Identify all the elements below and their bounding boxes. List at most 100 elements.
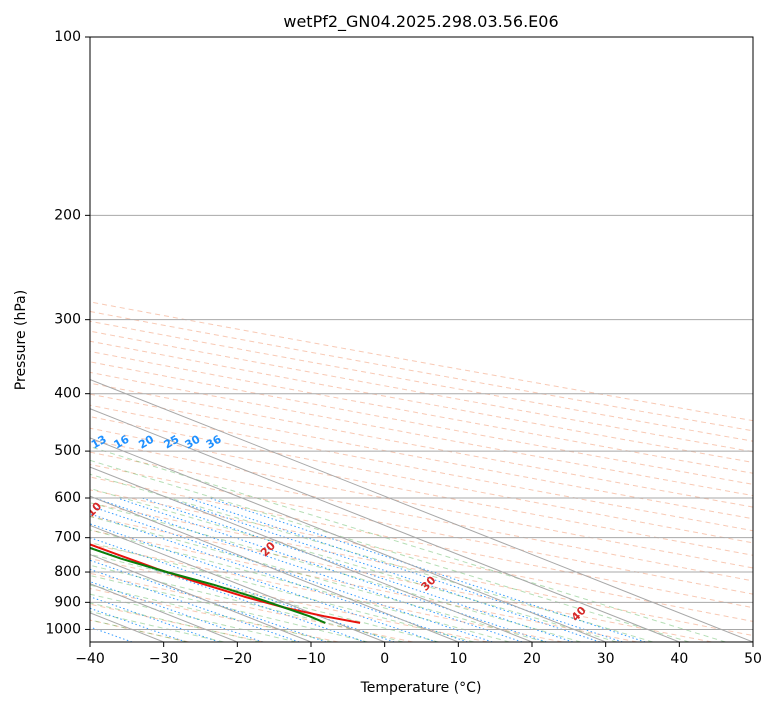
dry-adiabat-line (90, 361, 753, 485)
x-tick-label: −20 (223, 651, 253, 667)
moist-adiabat-label: 10 (84, 499, 104, 519)
moist-adiabat-line (90, 446, 726, 642)
y-tick-label: 100 (54, 29, 81, 45)
chart-title: wetPf2_GN04.2025.298.03.56.E06 (283, 12, 558, 32)
mixing-ratio-label: 16 (112, 432, 132, 451)
dry-adiabat-line (90, 416, 753, 544)
plot-frame (89, 36, 754, 643)
dry-adiabats (90, 301, 753, 642)
x-tick-label: −10 (296, 651, 326, 667)
mixing-ratio-label: 13 (89, 433, 109, 452)
dry-adiabat-line (90, 301, 753, 422)
mixing-ratio-line (90, 607, 186, 642)
x-tick-label: 10 (449, 651, 467, 667)
mixing-ratio-label: 8 (41, 435, 54, 450)
mixing-ratio-line (188, 497, 623, 642)
moist-adiabat-line (90, 473, 654, 642)
x-tick-label: −30 (149, 651, 179, 667)
dry-adiabat-line (90, 463, 753, 595)
moist-adiabat-line (90, 584, 333, 642)
isotherm-line (90, 408, 680, 642)
dry-adiabat-line (90, 382, 753, 508)
isotherm-line (90, 466, 533, 642)
moist-adiabat-line (90, 487, 617, 642)
y-tick-label: 900 (54, 594, 81, 610)
y-tick-label: 300 (54, 312, 81, 328)
x-tick-label: 50 (744, 651, 762, 667)
y-tick-label: 600 (54, 490, 81, 506)
moist-adiabat-line (90, 515, 546, 642)
isobar-gridlines (90, 37, 753, 630)
mixing-ratio-line (209, 497, 646, 642)
y-tick-label: 200 (54, 207, 81, 223)
x-tick-label: 30 (597, 651, 615, 667)
dry-adiabat-line (90, 476, 753, 609)
reference-line-labels: -100-90-80-70-60-50-40-30-20-10010203040… (12, 432, 589, 624)
y-axis-ticks: 100 200 300 400 500 600 700 800 900 1000 (45, 29, 90, 637)
y-tick-label: 400 (54, 386, 81, 402)
mixing-ratio-label: 6 (12, 434, 25, 449)
y-tick-label: 800 (54, 564, 81, 580)
dry-adiabat-line (90, 320, 753, 442)
x-tick-label: 0 (380, 651, 389, 667)
x-axis-ticks: −40 −30 −20 −10 0 10 20 30 40 50 (75, 642, 762, 667)
dry-adiabat-line (90, 588, 339, 642)
mixing-ratio-line (117, 497, 547, 642)
y-tick-label: 1000 (45, 621, 81, 637)
mixing-ratio-label: 36 (204, 432, 224, 451)
isotherm-line (90, 524, 385, 642)
dry-adiabat-line (90, 543, 563, 642)
x-tick-label: 20 (523, 651, 541, 667)
moist-adiabat-line (90, 553, 439, 642)
dry-adiabat-line (90, 427, 753, 556)
isotherm-lines (90, 379, 753, 642)
dry-adiabat-line (90, 340, 753, 463)
sounding-series (90, 543, 361, 624)
mixing-ratio-label: 20 (136, 432, 156, 451)
dry-adiabat-line (90, 489, 753, 622)
moist-adiabat-line (90, 564, 404, 642)
mixing-ratio-label: 25 (162, 433, 182, 452)
dry-adiabat-line (90, 572, 414, 642)
isotherm-line (90, 495, 459, 642)
isotherm-line (90, 379, 753, 642)
x-axis-label: Temperature (°C) (360, 680, 482, 696)
dry-adiabat-line (90, 371, 753, 497)
moist-adiabat-line (90, 502, 581, 642)
mixing-ratio-line (167, 497, 601, 642)
dry-adiabat-line (90, 529, 638, 642)
x-tick-label: −40 (75, 651, 105, 667)
x-tick-label: 40 (670, 651, 688, 667)
dry-adiabat-line (90, 330, 753, 453)
dry-adiabat-line (90, 439, 753, 569)
moist-adiabat-line (90, 459, 690, 642)
dry-adiabat-line (90, 558, 488, 642)
y-tick-label: 700 (54, 530, 81, 546)
dry-adiabat-line (90, 350, 753, 474)
dry-adiabat-line (90, 404, 753, 532)
moist-adiabat-label: 30 (419, 573, 439, 593)
mixing-ratio-line (141, 497, 573, 642)
dry-adiabat-line (90, 502, 753, 637)
moist-adiabat-line (90, 593, 297, 642)
dry-adiabat-line (90, 310, 753, 432)
moist-adiabat-label: 40 (569, 604, 589, 624)
mixing-ratio-lines (90, 497, 646, 642)
y-axis-label: Pressure (hPa) (13, 290, 29, 390)
moist-adiabats (90, 446, 726, 642)
moist-adiabat-line (90, 529, 510, 642)
dry-adiabat-line (90, 451, 753, 582)
mixing-ratio-line (90, 523, 437, 642)
moist-adiabat-line (90, 541, 475, 642)
plot-area: -100-90-80-70-60-50-40-30-20-10010203040… (12, 37, 753, 642)
isotherm-line (90, 437, 606, 642)
mixing-ratio-line (90, 513, 468, 642)
temperature-profile-line (90, 543, 361, 624)
dry-adiabat-line (90, 393, 753, 520)
y-tick-label: 500 (54, 443, 81, 459)
mixing-ratio-label: 30 (183, 432, 203, 451)
mixing-ratio-line (94, 497, 523, 642)
isotherm-line (90, 583, 238, 642)
